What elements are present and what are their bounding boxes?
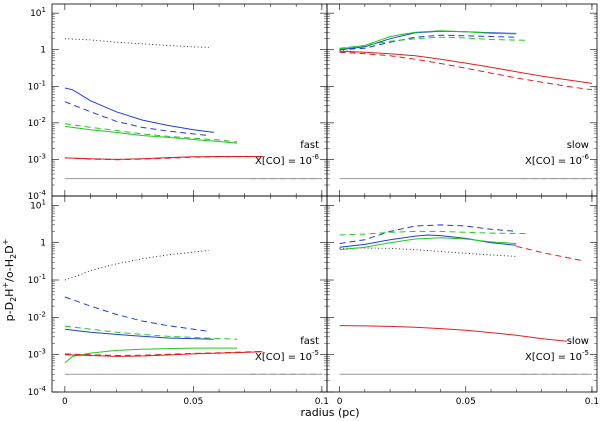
y-tick-label: 101	[30, 198, 46, 211]
y-tick-label: 10-4	[28, 189, 47, 202]
speed-label: fast	[300, 336, 319, 347]
y-tick-label: 10-2	[28, 116, 46, 129]
y-tick-label: 1	[40, 239, 46, 249]
series-green-dashed	[64, 123, 238, 143]
series-blue-dashed	[339, 224, 517, 244]
panel-frame	[326, 3, 598, 197]
y-tick-label: 10-3	[28, 348, 46, 361]
panel-top-left: 10-4 10-3 10-2 10-1 1 101 fast X[CO] = 10-6	[28, 3, 328, 202]
speed-label: fast	[300, 140, 319, 151]
series-red-solid	[64, 156, 263, 160]
x-tick-label: 0	[337, 397, 343, 407]
y-tick-label: 101	[30, 6, 46, 19]
x-tick-label: 0.1	[585, 397, 599, 407]
series-red-solid	[339, 325, 567, 342]
y-tick-label: 10-1	[28, 273, 46, 286]
series-red-dashed	[64, 156, 263, 161]
series-blue-solid	[339, 234, 517, 248]
series-black-dotted	[64, 249, 209, 281]
series-blue-dashed	[64, 101, 209, 136]
panel-frame	[51, 3, 328, 197]
series-blue-solid	[339, 30, 517, 51]
series-green-solid	[339, 30, 517, 50]
series-green-solid	[64, 125, 238, 144]
series-red-dashed	[516, 245, 585, 262]
series-green-dashed	[339, 230, 529, 236]
x-tick-label: 0.05	[183, 397, 203, 407]
x-axis-label: radius (pc)	[300, 406, 359, 419]
panel-frame	[326, 195, 598, 393]
y-tick-label: 10-4	[28, 385, 47, 398]
y-tick-label: 10-2	[28, 310, 46, 323]
y-tick-label: 10-1	[28, 79, 46, 92]
series-green-dashed	[64, 325, 238, 340]
panel-bottom-right: 0 0.05 0.1 slow X[CO] = 10-5	[326, 195, 599, 407]
series-red-dashed	[64, 350, 263, 357]
panel-bottom-left: 0 0.05 0.1 10-4 10-3 10-2 10-1 1 101 fast X[CO] = …	[28, 195, 329, 407]
speed-label: slow	[567, 140, 589, 151]
series-black-dotted	[64, 38, 209, 48]
series-green-dashed	[339, 36, 529, 49]
panel-top-right: slow X[CO] = 10-6	[326, 3, 598, 197]
xco-label: X[CO] = 10-5	[525, 349, 589, 363]
xco-label: X[CO] = 10-6	[255, 153, 319, 167]
series-black-dotted	[339, 247, 517, 257]
xco-label: X[CO] = 10-6	[525, 153, 589, 167]
y-tick-label: 10-3	[28, 152, 46, 165]
xco-label: X[CO] = 10-5	[255, 349, 319, 363]
speed-label: slow	[567, 336, 589, 347]
y-tick-label: 1	[40, 46, 46, 56]
series-red-dashed	[339, 51, 593, 91]
series-green-solid	[339, 237, 517, 251]
series-blue-dashed	[339, 34, 517, 51]
x-tick-label: 0.05	[456, 397, 476, 407]
series-red-solid	[339, 50, 593, 84]
x-tick-label: 0.1	[315, 397, 329, 407]
series-blue-dashed	[64, 296, 209, 332]
series-blue-solid	[64, 328, 214, 340]
x-tick-label: 0	[62, 397, 68, 407]
y-axis-label: p-D2H+/o-H2D+	[1, 239, 18, 322]
series-blue-solid	[64, 87, 214, 133]
